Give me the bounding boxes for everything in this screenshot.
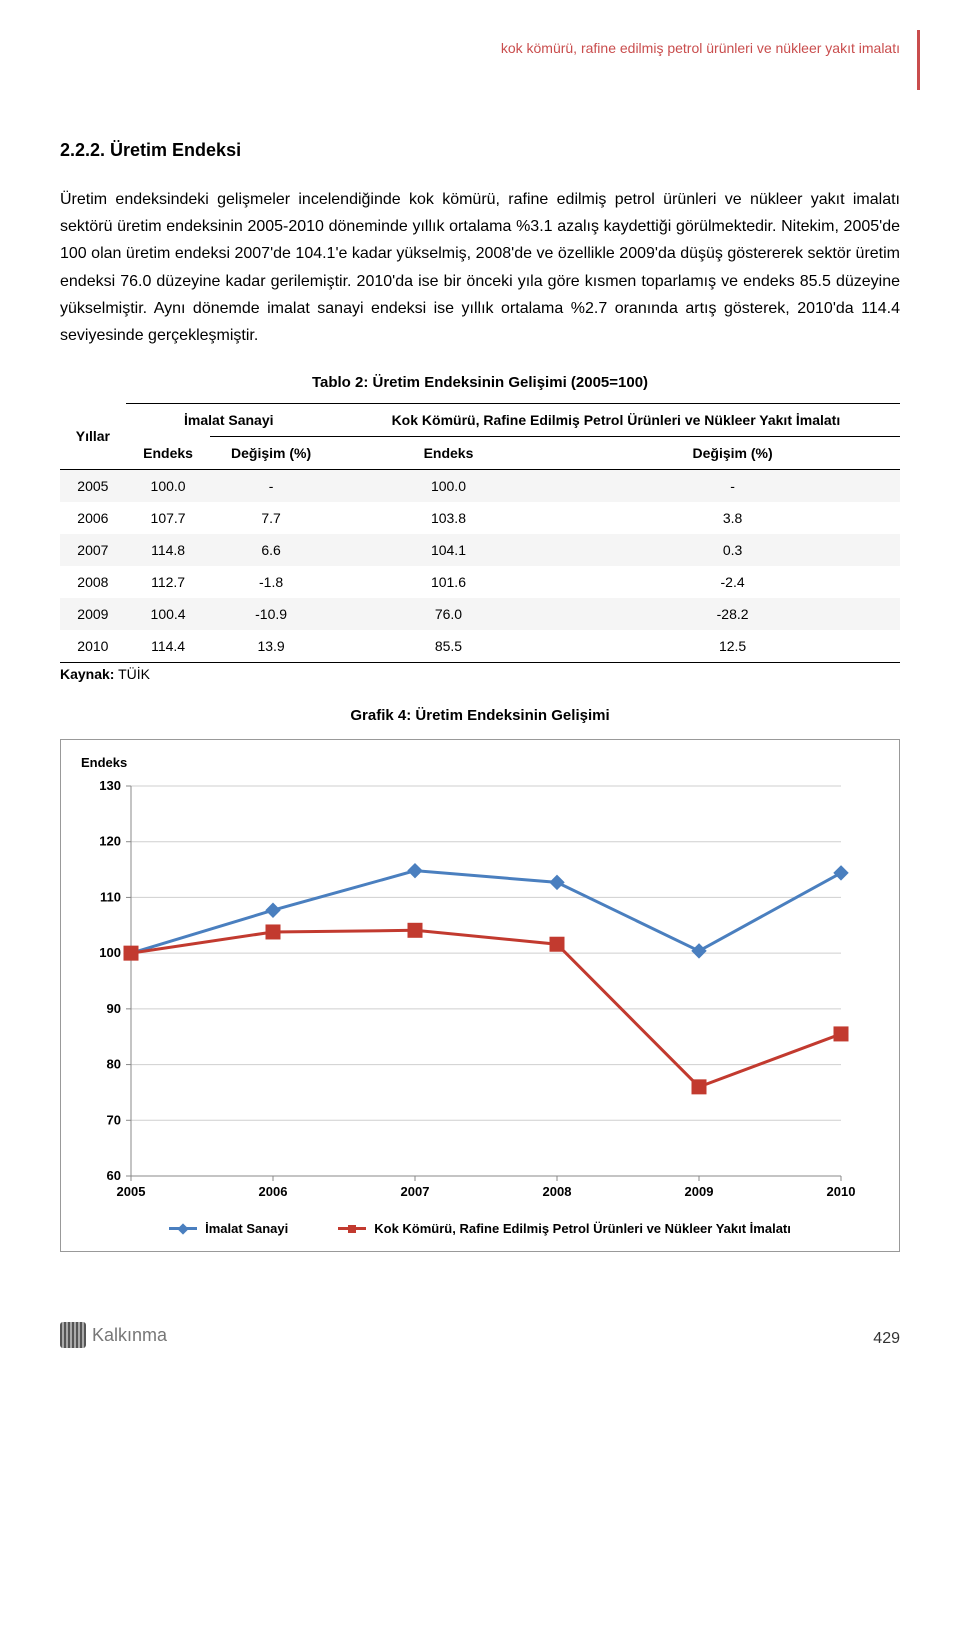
svg-text:120: 120 [99,834,121,849]
table-cell: 114.4 [126,630,211,663]
svg-text:2007: 2007 [401,1184,430,1199]
table-cell: 112.7 [126,566,211,598]
col-group2: Kok Kömürü, Rafine Edilmiş Petrol Ürünle… [332,404,900,437]
chart-container: Endeks 60 70 80 90 100 110 120 130 2005 2006 2007 2… [60,739,900,1252]
svg-text:80: 80 [107,1057,121,1072]
svg-text:2009: 2009 [685,1184,714,1199]
table-cell: 0.3 [565,534,900,566]
table-cell: 100.4 [126,598,211,630]
table-cell: 103.8 [332,502,565,534]
svg-text:70: 70 [107,1112,121,1127]
table-row: 2007114.86.6104.10.3 [60,534,900,566]
table-cell: -10.9 [210,598,331,630]
col-degisim-1: Değişim (%) [210,437,331,470]
table-cell: 101.6 [332,566,565,598]
legend-marker-red-icon [338,1227,366,1230]
svg-text:2006: 2006 [259,1184,288,1199]
table-cell: 85.5 [332,630,565,663]
legend-item-1: İmalat Sanayi [169,1221,288,1236]
svg-text:100: 100 [99,945,121,960]
svg-text:2010: 2010 [827,1184,856,1199]
table-cell: 7.7 [210,502,331,534]
section-title: 2.2.2. Üretim Endeksi [60,140,900,161]
legend-marker-blue-icon [169,1227,197,1230]
page-number: 429 [873,1330,900,1348]
footer-brand: Kalkınma [60,1322,167,1348]
table-title: Tablo 2: Üretim Endeksinin Gelişimi (200… [60,374,900,391]
table-row: 2006107.77.7103.83.8 [60,502,900,534]
table-cell: 2007 [60,534,126,566]
table-cell: - [210,470,331,503]
table-cell: 2008 [60,566,126,598]
table-cell: 100.0 [332,470,565,503]
table-cell: -1.8 [210,566,331,598]
col-group1: İmalat Sanayi [126,404,332,437]
table-cell: 107.7 [126,502,211,534]
table-cell: 2010 [60,630,126,663]
table-cell: 2005 [60,470,126,503]
svg-text:130: 130 [99,778,121,793]
svg-text:2008: 2008 [543,1184,572,1199]
table-source: Kaynak: TÜİK [60,666,900,682]
legend-label-1: İmalat Sanayi [205,1221,288,1236]
table-row: 2010114.413.985.512.5 [60,630,900,663]
col-degisim-2: Değişim (%) [565,437,900,470]
table-cell: -28.2 [565,598,900,630]
table-cell: 76.0 [332,598,565,630]
col-endeks-2: Endeks [332,437,565,470]
brand-logo-icon [60,1322,86,1348]
col-years: Yıllar [60,404,126,470]
table-cell: 114.8 [126,534,211,566]
legend-item-2: Kok Kömürü, Rafine Edilmiş Petrol Ürünle… [338,1221,791,1236]
table-cell: 2006 [60,502,126,534]
table-row: 2008112.7-1.8101.6-2.4 [60,566,900,598]
table-cell: 104.1 [332,534,565,566]
col-endeks-1: Endeks [126,437,211,470]
svg-text:60: 60 [107,1168,121,1183]
svg-text:2005: 2005 [117,1184,146,1199]
svg-text:110: 110 [100,890,121,905]
footer-brand-text: Kalkınma [92,1325,167,1346]
table-row: 2009100.4-10.976.0-28.2 [60,598,900,630]
table-cell: 2009 [60,598,126,630]
y-axis-title: Endeks [81,755,879,770]
table-cell: 12.5 [565,630,900,663]
footer: Kalkınma 429 [60,1322,900,1348]
legend-label-2: Kok Kömürü, Rafine Edilmiş Petrol Ürünle… [374,1221,791,1236]
table-cell: 13.9 [210,630,331,663]
header-caption: kok kömürü, rafine edilmiş petrol ürünle… [501,40,900,56]
table-cell: 3.8 [565,502,900,534]
data-table: Yıllar İmalat Sanayi Kok Kömürü, Rafine … [60,403,900,663]
line-chart: 60 70 80 90 100 110 120 130 2005 2006 2007 2008 2009… [81,776,861,1206]
chart-title: Grafik 4: Üretim Endeksinin Gelişimi [60,707,900,724]
table-cell: 6.6 [210,534,331,566]
table-cell: 100.0 [126,470,211,503]
table-cell: -2.4 [565,566,900,598]
table-row: 2005100.0-100.0- [60,470,900,503]
table-cell: - [565,470,900,503]
svg-text:90: 90 [107,1001,121,1016]
legend: İmalat Sanayi Kok Kömürü, Rafine Edilmiş… [81,1221,879,1236]
body-paragraph: Üretim endeksindeki gelişmeler incelendi… [60,186,900,349]
table-body: 2005100.0-100.0-2006107.77.7103.83.82007… [60,470,900,663]
